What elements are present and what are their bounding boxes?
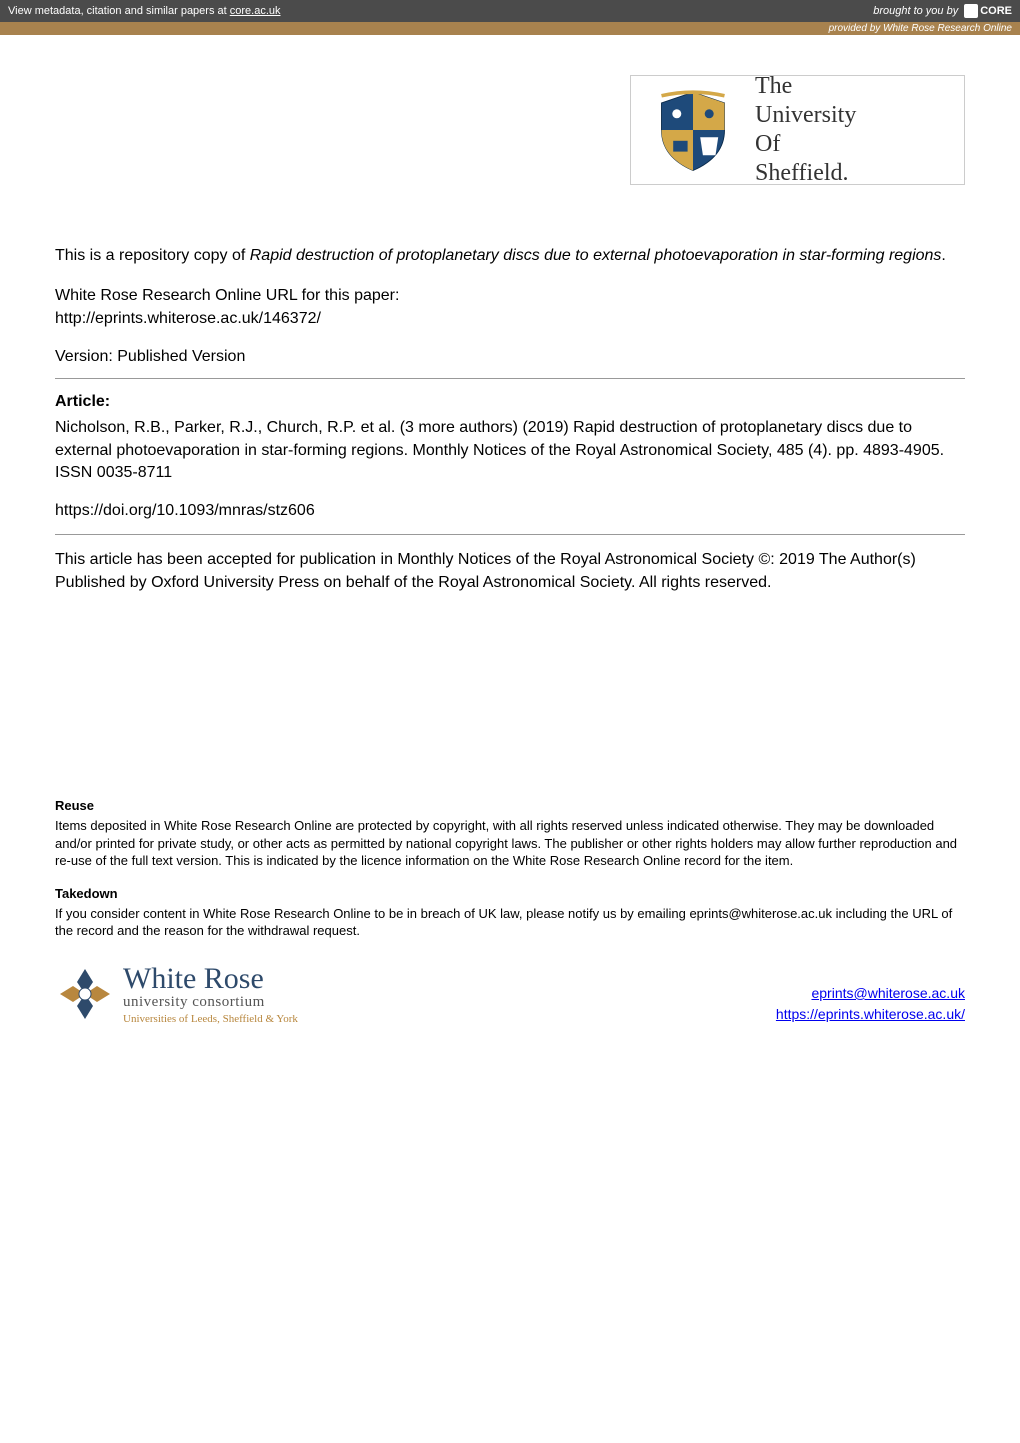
license-text: This article has been accepted for publi… <box>55 549 965 594</box>
url-section: White Rose Research Online URL for this … <box>55 285 965 330</box>
footer-email-link[interactable]: eprints@whiterose.ac.uk <box>811 985 965 1001</box>
uni-line1: The <box>755 72 856 101</box>
reuse-heading: Reuse <box>55 798 965 813</box>
footer-links: eprints@whiterose.ac.uk https://eprints.… <box>776 983 965 1025</box>
wr-universities: Universities of Leeds, Sheffield & York <box>123 1013 298 1025</box>
takedown-heading: Takedown <box>55 886 965 901</box>
intro-section: This is a repository copy of Rapid destr… <box>55 245 965 366</box>
intro-prefix: This is a repository copy of <box>55 247 250 264</box>
provided-strip: provided by White Rose Research Online <box>0 22 1020 35</box>
banner-right: brought to you by CORE <box>873 4 1012 18</box>
core-banner: View metadata, citation and similar pape… <box>0 0 1020 22</box>
url-label: White Rose Research Online URL for this … <box>55 285 965 307</box>
uni-line4: Sheffield. <box>755 159 856 188</box>
reuse-body: Items deposited in White Rose Research O… <box>55 817 965 870</box>
banner-left: View metadata, citation and similar pape… <box>8 5 281 17</box>
paper-title: Rapid destruction of protoplanetary disc… <box>250 247 942 264</box>
core-link[interactable]: core.ac.uk <box>230 5 281 17</box>
intro-suffix: . <box>941 247 945 264</box>
footer-web-link[interactable]: https://eprints.whiterose.ac.uk/ <box>776 1006 965 1022</box>
divider-1 <box>55 378 965 379</box>
provider-name: White Rose Research Online <box>883 23 1012 34</box>
wr-subtitle: university consortium <box>123 994 298 1011</box>
article-heading: Article: <box>55 393 965 411</box>
article-citation: Nicholson, R.B., Parker, R.J., Church, R… <box>55 417 965 484</box>
uni-line2: University <box>755 101 856 130</box>
paper-url: http://eprints.whiterose.ac.uk/146372/ <box>55 308 965 330</box>
provided-prefix: provided by <box>829 23 883 34</box>
intro-text: This is a repository copy of Rapid destr… <box>55 245 965 267</box>
banner-prefix: View metadata, citation and similar pape… <box>8 5 230 17</box>
core-logo[interactable]: CORE <box>964 4 1012 18</box>
brought-by-label: brought to you by <box>873 5 958 17</box>
core-label: CORE <box>980 5 1012 17</box>
wr-title: White Rose <box>123 964 298 994</box>
doi-link: https://doi.org/10.1093/mnras/stz606 <box>55 502 965 520</box>
divider-2 <box>55 534 965 535</box>
white-rose-icon <box>55 964 115 1024</box>
uni-line3: Of <box>755 130 856 159</box>
university-name: The University Of Sheffield. <box>755 72 856 187</box>
article-section: Article: Nicholson, R.B., Parker, R.J., … <box>55 393 965 520</box>
spacer <box>55 608 965 798</box>
page-content: The University Of Sheffield. This is a r… <box>0 35 1020 1055</box>
white-rose-logo: White Rose university consortium Univers… <box>55 964 298 1025</box>
university-logo-box: The University Of Sheffield. <box>630 75 965 185</box>
white-rose-text: White Rose university consortium Univers… <box>123 964 298 1025</box>
shield-icon <box>643 85 743 175</box>
takedown-body: If you consider content in White Rose Re… <box>55 905 965 940</box>
reuse-section: Reuse Items deposited in White Rose Rese… <box>55 798 965 870</box>
takedown-section: Takedown If you consider content in Whit… <box>55 886 965 940</box>
version-label: Version: Published Version <box>55 348 965 366</box>
core-icon <box>964 4 978 18</box>
footer: White Rose university consortium Univers… <box>55 964 965 1025</box>
